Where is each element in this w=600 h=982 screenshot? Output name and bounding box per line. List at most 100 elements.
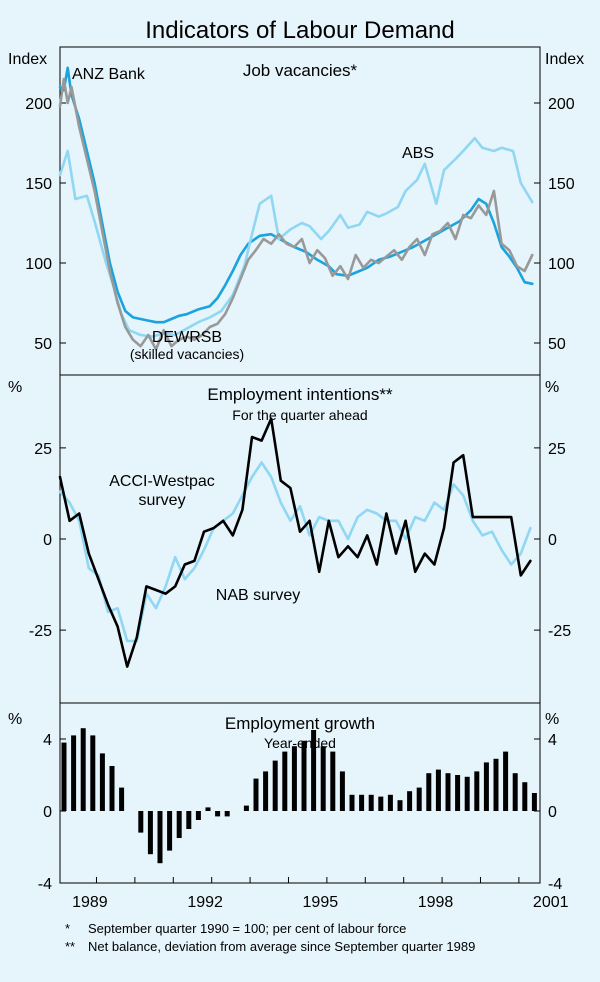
bar [503, 751, 509, 811]
series-label-abs: ABS [402, 145, 434, 162]
y-tick-label-right: 25 [548, 441, 566, 458]
y-tick-label-left: 4 [43, 732, 52, 749]
unit-left-employment-growth: % [8, 711, 22, 728]
bar [253, 778, 259, 811]
panel-title-employment-intentions: Employment intentions** [207, 385, 393, 404]
series-sublabel: (skilled vacancies) [130, 346, 244, 362]
series-line-dewrsb [58, 77, 534, 351]
x-tick-label: 1989 [72, 894, 108, 911]
bar [119, 787, 125, 811]
y-tick-label-left: 0 [43, 532, 52, 549]
bar [407, 791, 413, 811]
series-label-line2: survey [138, 492, 185, 509]
series-label-nab-survey: NAB survey [216, 587, 300, 604]
panel-title-employment-growth: Employment growth [225, 714, 375, 733]
bar [186, 811, 192, 829]
series-line-abs [58, 136, 534, 338]
footnote-star-mark: * [65, 921, 70, 936]
bar [320, 746, 326, 811]
x-axis: 1989 1992 1995 1998 2001 [72, 877, 569, 911]
bar [522, 782, 528, 811]
unit-left-job-vacancies: Index [8, 51, 47, 68]
footnote-dstar-text: Net balance, deviation from average sinc… [88, 939, 475, 954]
x-tick-label: 2001 [533, 894, 569, 911]
bar [138, 811, 144, 833]
y-tick-label-right: 100 [548, 256, 575, 273]
y-tick-label-right: -25 [548, 623, 571, 640]
unit-right-employment-intentions: % [545, 379, 559, 396]
bar [493, 758, 499, 811]
bar [71, 735, 77, 811]
bar [282, 751, 288, 811]
plot-frame [59, 46, 541, 884]
y-tick-label-left: -4 [38, 876, 52, 893]
bar [243, 805, 249, 811]
chart-title: Indicators of Labour Demand [145, 17, 455, 44]
bar [301, 740, 307, 811]
bar [272, 760, 278, 811]
series-label-dewrsb: DEWRSB [152, 329, 222, 346]
bar [80, 728, 86, 811]
unit-right-job-vacancies: Index [545, 51, 584, 68]
bar [416, 787, 422, 811]
bar [90, 735, 96, 811]
bar [330, 751, 336, 811]
x-tick-label: 1998 [418, 894, 454, 911]
y-tick-label-right: 0 [548, 532, 557, 549]
y-tick-label-right: -4 [548, 876, 562, 893]
bar [291, 746, 297, 811]
y-tick-label-left: 50 [34, 336, 52, 353]
bar [176, 811, 182, 838]
bar [61, 742, 67, 811]
bar [512, 773, 518, 811]
unit-left-employment-intentions: % [8, 379, 22, 396]
y-tick-label-left: 200 [25, 96, 52, 113]
y-tick-label-right: 4 [548, 732, 557, 749]
panel-subtitle-employment-intentions: For the quarter ahead [232, 407, 367, 423]
bar [195, 811, 201, 820]
panel-employment-growth: Employment growth Year-ended% % -4 -4 0 0 4 4 [8, 711, 562, 893]
x-tick-label: 1995 [303, 894, 339, 911]
panel-job-vacancies: Job vacancies* Index Index 50 50 100 100 150 150… [8, 51, 584, 362]
panels-layer: Job vacancies* Index Index 50 50 100 100 150 150… [8, 51, 584, 893]
bar [311, 730, 317, 811]
y-tick-label-right: 50 [548, 336, 566, 353]
bar [224, 811, 230, 817]
bar [205, 807, 211, 811]
bar [99, 753, 105, 811]
panel-title-job-vacancies: Job vacancies* [243, 61, 358, 80]
x-tick-label: 1992 [187, 894, 223, 911]
series-line-acci-westpac-survey [58, 417, 532, 668]
bar [263, 771, 269, 811]
bar [531, 793, 537, 811]
y-tick-label-left: 0 [43, 804, 52, 821]
bar [397, 800, 403, 811]
y-tick-label-left: 150 [25, 176, 52, 193]
bar [464, 776, 470, 811]
bar [426, 773, 432, 811]
bar [455, 775, 461, 811]
series-label-acci-westpac-survey: ACCI-Westpac [109, 473, 215, 490]
bar [339, 771, 345, 811]
y-tick-label-right: 200 [548, 96, 575, 113]
bar [349, 794, 355, 811]
bar [157, 811, 163, 864]
y-tick-label-right: 150 [548, 176, 575, 193]
bar [359, 794, 365, 811]
panel-subtitle-employment-growth: Year-ended [264, 735, 336, 751]
footnotes: * September quarter 1990 = 100; per cent… [65, 921, 475, 954]
bar [474, 771, 480, 811]
series-label-anz-bank: ANZ Bank [72, 66, 146, 83]
bar [215, 811, 221, 817]
panel-employment-intentions: Employment intentions** For the quarter a… [8, 379, 571, 668]
bar [147, 811, 153, 855]
bar [368, 794, 374, 811]
bar [445, 773, 451, 811]
y-tick-label-left: 100 [25, 256, 52, 273]
bar [435, 769, 441, 811]
bar [378, 796, 384, 811]
unit-right-employment-growth: % [545, 711, 559, 728]
y-tick-label-right: 0 [548, 804, 557, 821]
bar [167, 811, 173, 851]
